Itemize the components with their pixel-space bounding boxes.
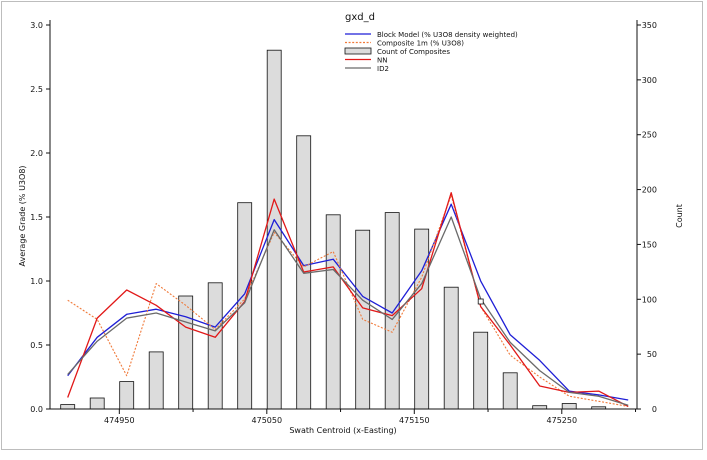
x-tick-label: 475150 — [399, 416, 430, 425]
y2-tick-label: 50 — [647, 350, 657, 359]
y2-tick-label: 100 — [642, 295, 657, 304]
y-tick-label: 3.0 — [30, 21, 43, 30]
legend-entry-label: ID2 — [377, 65, 389, 73]
outlier-marker — [477, 298, 484, 305]
y2-tick-label: 350 — [642, 21, 657, 30]
legend-entry-label: Composite 1m (% U3O8) — [377, 40, 464, 48]
count-bar — [148, 351, 164, 410]
legend-entry-label: NN — [377, 57, 387, 65]
count-bar — [473, 331, 489, 410]
y2-tick-label: 300 — [642, 76, 657, 85]
count-bar — [207, 282, 223, 410]
series-line-nn — [67, 192, 629, 407]
y2-tick-label: 0 — [652, 405, 657, 414]
y2-tick-label: 200 — [642, 186, 657, 195]
y2-axis-label: Count — [675, 204, 684, 228]
count-bar — [237, 202, 253, 410]
y-tick-label: 2.0 — [30, 149, 43, 158]
x-tick-label: 474950 — [104, 416, 135, 425]
series-line-block-model-u3o8-density-weighted — [67, 203, 629, 401]
count-bar — [325, 214, 341, 410]
count-bar — [89, 397, 105, 410]
legend-entry-label: Block Model (% U3O8 density weighted) — [377, 31, 518, 39]
y-tick-label: 0.5 — [30, 341, 43, 350]
x-tick-label: 475050 — [252, 416, 283, 425]
count-bar — [443, 286, 459, 410]
y2-tick-label: 150 — [642, 240, 657, 249]
y-tick-label: 0.0 — [30, 405, 43, 414]
x-tick-label: 475250 — [547, 416, 578, 425]
legend-swatch-bar — [344, 47, 372, 55]
count-bar — [561, 403, 577, 410]
legend: Block Model (% U3O8 density weighted)Com… — [344, 31, 518, 73]
y-tick-label: 1.0 — [30, 277, 43, 286]
y-tick-label: 2.5 — [30, 85, 43, 94]
legend-entry-label: Count of Composites — [377, 48, 450, 56]
axes-layer: 0.0 0.5 1.0 1.5 2.0 2.5 3.0 0 50 100 150 200 250 300 3… — [30, 20, 657, 425]
count-bar — [60, 404, 76, 410]
y2-tick-label: 250 — [642, 131, 657, 140]
lines-layer — [67, 192, 629, 407]
x-axis-label: Swath Centroid (x-Easting) — [289, 426, 396, 435]
count-bar — [119, 381, 135, 410]
chart-title: gxd_d — [345, 12, 375, 23]
count-bar — [178, 295, 194, 410]
y-axis-label: Average Grade (% U3O8) — [18, 165, 27, 266]
y-tick-label: 1.5 — [30, 213, 43, 222]
outer-frame — [1, 1, 703, 450]
count-bar — [502, 372, 518, 410]
series-line-id2 — [67, 216, 629, 406]
count-bar — [414, 228, 430, 410]
